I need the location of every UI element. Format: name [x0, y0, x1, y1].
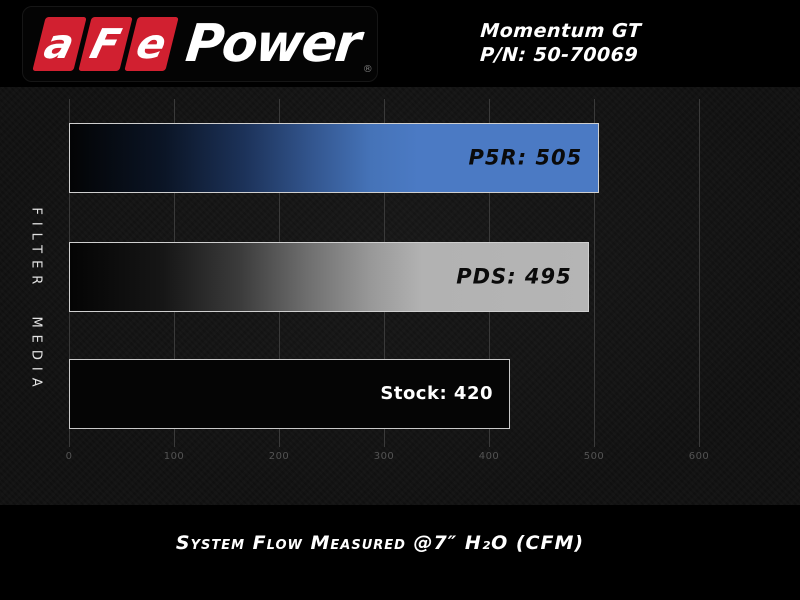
- x-tick-label-100: 100: [163, 451, 185, 462]
- x-tick-label-500: 500: [583, 451, 605, 462]
- logo-letter: e: [131, 19, 172, 68]
- bar-p5r: P5R: 505: [69, 123, 600, 193]
- bar-label-p5r: P5R: 505: [468, 145, 583, 170]
- product-name: Momentum GT: [479, 20, 643, 42]
- logo-letter: a: [39, 19, 80, 68]
- logo-letter: F: [85, 19, 126, 68]
- x-tick-label-400: 400: [478, 451, 500, 462]
- product-info: Momentum GT P/N: 50-70069: [438, 19, 681, 67]
- logo-letter-box: a: [32, 17, 87, 71]
- plot-area: 0 100 200 300 400 500 600 P5R: 505 PDS: 495 Stock…: [65, 99, 762, 462]
- header: a F e Power ® Momentum GT P/N: 50-70069: [0, 0, 800, 87]
- afe-power-logo: a F e Power ®: [22, 6, 378, 82]
- x-axis-title: System Flow Measured @7″ H₂O (CFM): [175, 532, 585, 554]
- y-axis-label: FILTER MEDIA: [28, 206, 44, 394]
- product-part-number: P/N: 50-70069: [479, 44, 639, 66]
- x-tick-label-300: 300: [373, 451, 395, 462]
- bar-pds: PDS: 495: [69, 242, 589, 312]
- x-tick-label-200: 200: [268, 451, 290, 462]
- bar-label-pds: PDS: 495: [456, 264, 572, 289]
- bar-label-stock: Stock: 420: [380, 383, 493, 404]
- logo-letter-box: e: [124, 17, 179, 71]
- gridline-500: [594, 99, 595, 447]
- bar-stock: Stock: 420: [69, 359, 510, 429]
- x-tick-label-600: 600: [688, 451, 710, 462]
- logo-letter-box: F: [78, 17, 133, 71]
- logo-wordmark: Power: [182, 14, 362, 74]
- gridline-600: [699, 99, 700, 447]
- registered-trademark-icon: ®: [362, 64, 373, 75]
- x-tick-label-0: 0: [65, 451, 73, 462]
